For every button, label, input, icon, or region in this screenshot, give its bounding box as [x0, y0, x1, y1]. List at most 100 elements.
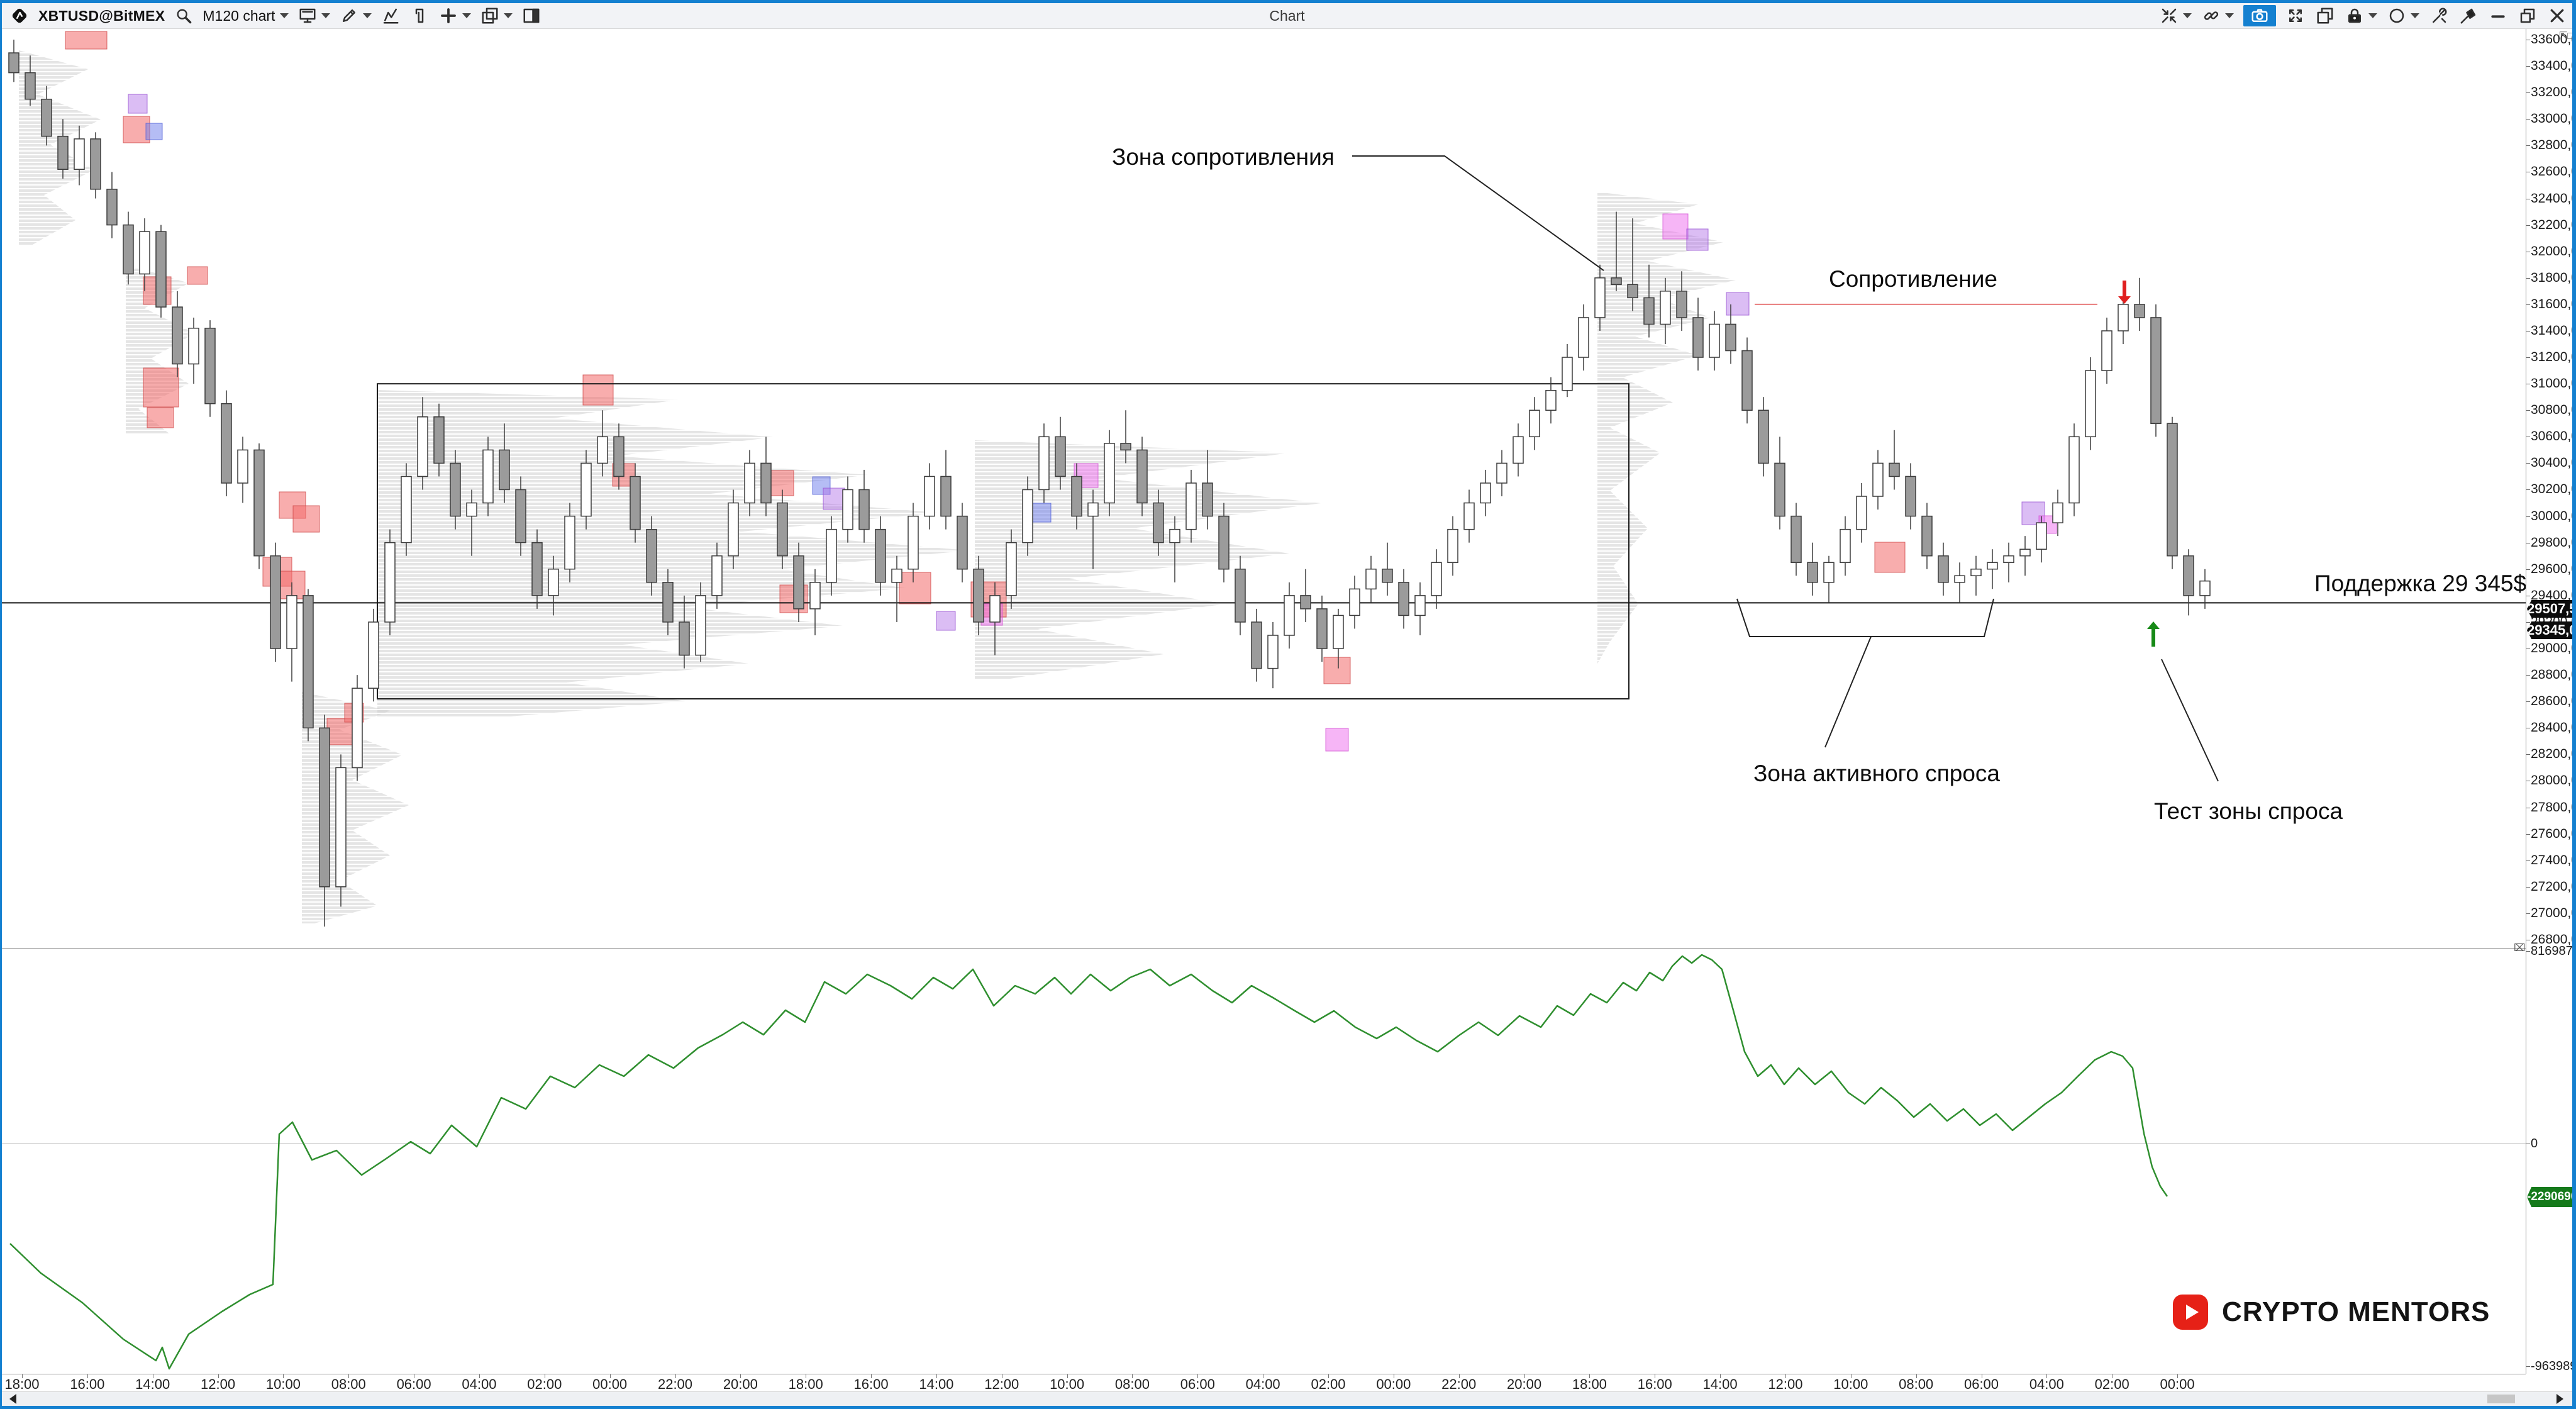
candle: [760, 462, 772, 504]
panel-icon[interactable]: [521, 6, 541, 26]
scrollbar-thumb[interactable]: [2487, 1395, 2515, 1403]
panel-close-icon[interactable]: ⌧: [2514, 943, 2526, 954]
chevron-down-icon[interactable]: [504, 13, 513, 18]
candle: [646, 528, 657, 583]
chevron-down-icon[interactable]: [462, 13, 472, 18]
time-axis-label: 10:00: [1826, 1374, 1876, 1393]
layers-icon[interactable]: [480, 6, 500, 26]
candle: [989, 595, 1001, 623]
time-axis-label: 20:00: [1499, 1374, 1550, 1393]
candle: [679, 621, 690, 656]
atas-logo-icon[interactable]: [9, 6, 30, 26]
candle: [2167, 423, 2178, 557]
candle: [172, 306, 183, 365]
footprint-icon[interactable]: [409, 6, 430, 26]
price-axis-label: 28800,0: [2526, 667, 2576, 682]
price-axis-label: 30400,0: [2526, 455, 2576, 471]
candle: [1807, 562, 1818, 583]
price-axis-label: 31600,0: [2526, 296, 2576, 311]
line-chart-icon[interactable]: [380, 6, 401, 26]
time-axis-label: 04:00: [2021, 1374, 2072, 1393]
price-axis-label: 33000,0: [2526, 111, 2576, 126]
price-axis-label: 27200,0: [2526, 879, 2576, 894]
candle: [1251, 621, 1262, 669]
restore-button[interactable]: [2518, 6, 2538, 26]
window-border-top: [0, 0, 2576, 3]
tools-icon[interactable]: [2429, 6, 2449, 26]
horizontal-scrollbar[interactable]: [2, 1391, 2572, 1406]
price-axis-label: 29800,0: [2526, 535, 2576, 550]
pin-icon[interactable]: [2458, 6, 2479, 26]
scroll-left-arrow[interactable]: [9, 1394, 16, 1404]
candle: [1692, 317, 1704, 358]
time-axis-label: 14:00: [1695, 1374, 1745, 1393]
time-axis-label: 00:00: [1368, 1374, 1419, 1393]
price-axis[interactable]: ⇱□ 29507,5 29345,0 ⌧ 81698700 0 -9639890…: [2514, 28, 2576, 1374]
time-axis[interactable]: 18:00 16:00 14:00 12:00 10:00 08:00 06:00 04:00…: [0, 1374, 2526, 1392]
candle: [482, 449, 494, 504]
price-axis-label: 32000,0: [2526, 243, 2576, 259]
price-axis-label: 29000,0: [2526, 641, 2576, 656]
candle: [1627, 284, 1638, 299]
candle: [2003, 555, 2014, 563]
copy-layout-icon[interactable]: [2315, 6, 2335, 26]
candle: [1987, 562, 1998, 570]
pencil-icon[interactable]: [339, 6, 359, 26]
demand-zone-bracket: [1736, 598, 1994, 637]
chevron-down-icon[interactable]: [2368, 13, 2377, 18]
candle: [695, 595, 706, 656]
circle-icon[interactable]: [2387, 6, 2407, 26]
candle: [2085, 370, 2096, 438]
time-axis-label: 22:00: [1434, 1374, 1484, 1393]
candle: [1447, 528, 1458, 563]
candle: [1382, 569, 1393, 583]
chevron-down-icon[interactable]: [2183, 13, 2192, 18]
candle: [1414, 595, 1426, 616]
price-axis-label: 32800,0: [2526, 138, 2576, 153]
candle: [1218, 515, 1230, 570]
candle: [940, 476, 952, 517]
candle: [1643, 297, 1655, 325]
scroll-right-arrow[interactable]: [2557, 1394, 2563, 1404]
symbol-label[interactable]: XBTUSD@BitMEX: [38, 7, 165, 24]
candle: [2199, 580, 2211, 596]
price-axis-label: 33400,0: [2526, 58, 2576, 74]
annotations: Зона сопротивления Сопротивление Поддержка…: [1112, 144, 2526, 824]
candle: [1022, 489, 1033, 543]
monitor-icon[interactable]: [297, 6, 318, 26]
price-axis-label: 30800,0: [2526, 403, 2576, 418]
close-button[interactable]: [2547, 6, 2567, 26]
camera-button[interactable]: [2243, 5, 2276, 26]
indicator-axis-bottom-label: -9639890: [2526, 1359, 2576, 1374]
candle: [2036, 522, 2047, 550]
search-icon[interactable]: [174, 6, 194, 26]
time-axis-label: 08:00: [323, 1374, 374, 1393]
sell-signal-arrow-icon: [2118, 281, 2131, 304]
lock-icon[interactable]: [2345, 6, 2365, 26]
candle: [1055, 436, 1066, 477]
candle: [875, 528, 886, 583]
timeframe-selector[interactable]: M120 chart: [203, 8, 289, 25]
fullscreen-icon[interactable]: [2285, 6, 2306, 26]
chevron-down-icon[interactable]: [321, 13, 331, 18]
candle: [2118, 304, 2129, 331]
range-zone-rectangle[interactable]: [377, 383, 1629, 699]
chevron-down-icon[interactable]: [2411, 13, 2419, 18]
link-icon[interactable]: [2201, 6, 2221, 26]
axis-restore-icon[interactable]: ⇱□: [2559, 31, 2574, 42]
chevron-down-icon[interactable]: [2225, 13, 2234, 18]
candle: [1676, 291, 1687, 318]
candle: [1006, 542, 1017, 596]
time-axis-label: 10:00: [1042, 1374, 1092, 1393]
candle: [2183, 555, 2194, 596]
chevron-down-icon[interactable]: [363, 13, 372, 18]
price-axis-label: 32600,0: [2526, 164, 2576, 179]
add-indicator-icon[interactable]: [438, 6, 458, 26]
candle: [188, 328, 199, 365]
candle: [41, 98, 52, 137]
price-axis-label: 32400,0: [2526, 191, 2576, 206]
candle: [335, 767, 347, 888]
minimize-button[interactable]: [2488, 6, 2508, 26]
collapse-arrows-icon[interactable]: [2159, 6, 2179, 26]
